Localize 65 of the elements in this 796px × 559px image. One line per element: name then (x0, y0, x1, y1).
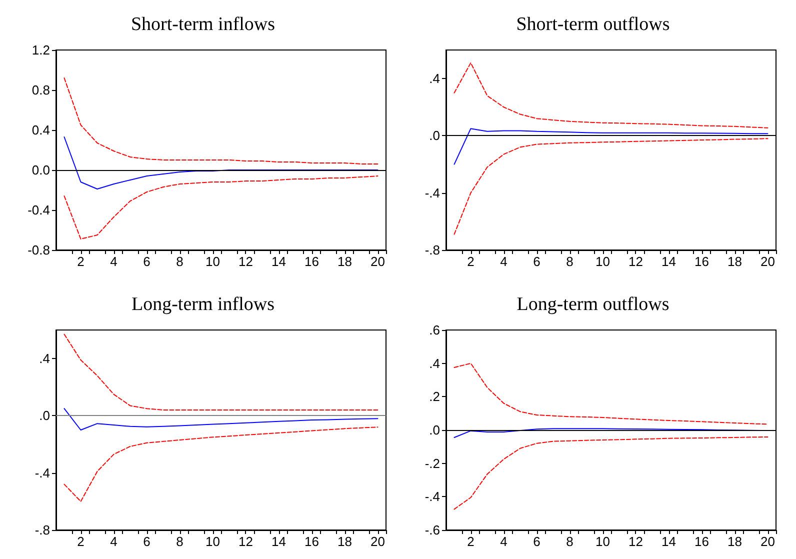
x-tick-label: 2 (77, 534, 84, 549)
x-tick-label: 10 (206, 254, 220, 269)
y-tick-label: -.2 (424, 456, 440, 471)
x-tick-label: 12 (238, 534, 253, 549)
x-tick-label: 4 (500, 254, 508, 269)
y-tick-label: .2 (429, 389, 440, 404)
y-tick-label: 0.4 (32, 122, 50, 138)
x-tick-label: 18 (338, 254, 352, 269)
y-tick-label: .4 (429, 71, 440, 86)
chart-title: Short-term inflows (130, 14, 276, 35)
x-tick-label: 6 (533, 534, 540, 549)
x-tick-label: 12 (628, 254, 643, 269)
y-tick-label: -.4 (34, 465, 50, 480)
x-tick-label: 8 (176, 534, 184, 549)
x-tick-label: 2 (467, 254, 474, 269)
x-tick-label: 2 (467, 534, 474, 549)
x-tick-label: 18 (338, 534, 352, 549)
x-tick-label: 18 (728, 254, 742, 269)
x-tick-label: 14 (272, 254, 286, 269)
x-tick-label: 14 (662, 534, 676, 549)
y-tick-label: .0 (429, 128, 440, 144)
y-tick-label: -.8 (424, 242, 440, 258)
x-tick-label: 4 (110, 534, 118, 549)
x-tick-label: 2 (77, 254, 84, 269)
x-tick-label: 4 (500, 534, 508, 549)
x-tick-label: 6 (143, 254, 150, 269)
x-tick-label: 20 (760, 534, 775, 549)
chart-title: Short-term outflows (516, 14, 670, 35)
chart-title: Long-term outflows (516, 294, 670, 315)
x-tick-label: 8 (566, 534, 574, 549)
y-tick-label: -0.8 (28, 242, 50, 258)
chart-title: Long-term inflows (131, 294, 275, 315)
x-tick-label: 10 (206, 534, 220, 549)
x-tick-label: 6 (533, 254, 540, 269)
y-tick-label: -.8 (34, 522, 50, 538)
x-tick-label: 12 (238, 254, 253, 269)
x-tick-label: 16 (304, 534, 319, 549)
x-tick-label: 4 (110, 254, 118, 269)
x-tick-label: 16 (694, 254, 709, 269)
x-tick-label: 10 (596, 254, 610, 269)
x-tick-label: 16 (694, 534, 709, 549)
x-tick-label: 18 (728, 534, 742, 549)
y-tick-label: .4 (429, 356, 440, 371)
x-tick-label: 14 (272, 534, 286, 549)
y-tick-label: -.4 (424, 489, 440, 504)
y-tick-label: .6 (429, 322, 440, 338)
x-tick-label: 16 (304, 254, 319, 269)
y-tick-label: .0 (429, 422, 440, 438)
x-tick-label: 8 (176, 254, 184, 269)
y-tick-label: .4 (39, 351, 50, 366)
y-tick-label: -0.4 (28, 202, 50, 218)
x-tick-label: 10 (596, 534, 610, 549)
y-tick-label: 0.8 (32, 82, 50, 98)
y-tick-label: -.4 (424, 185, 440, 200)
y-tick-label: 1.2 (32, 42, 50, 58)
x-tick-label: 20 (760, 254, 775, 269)
y-tick-label: 0.0 (32, 162, 50, 178)
x-tick-label: 20 (370, 254, 385, 269)
x-tick-label: 20 (370, 534, 385, 549)
x-tick-label: 14 (662, 254, 676, 269)
x-tick-label: 12 (628, 534, 643, 549)
y-tick-label: -.6 (424, 522, 440, 538)
y-tick-label: .0 (39, 408, 50, 424)
x-tick-label: 6 (143, 534, 150, 549)
x-tick-label: 8 (566, 254, 574, 269)
